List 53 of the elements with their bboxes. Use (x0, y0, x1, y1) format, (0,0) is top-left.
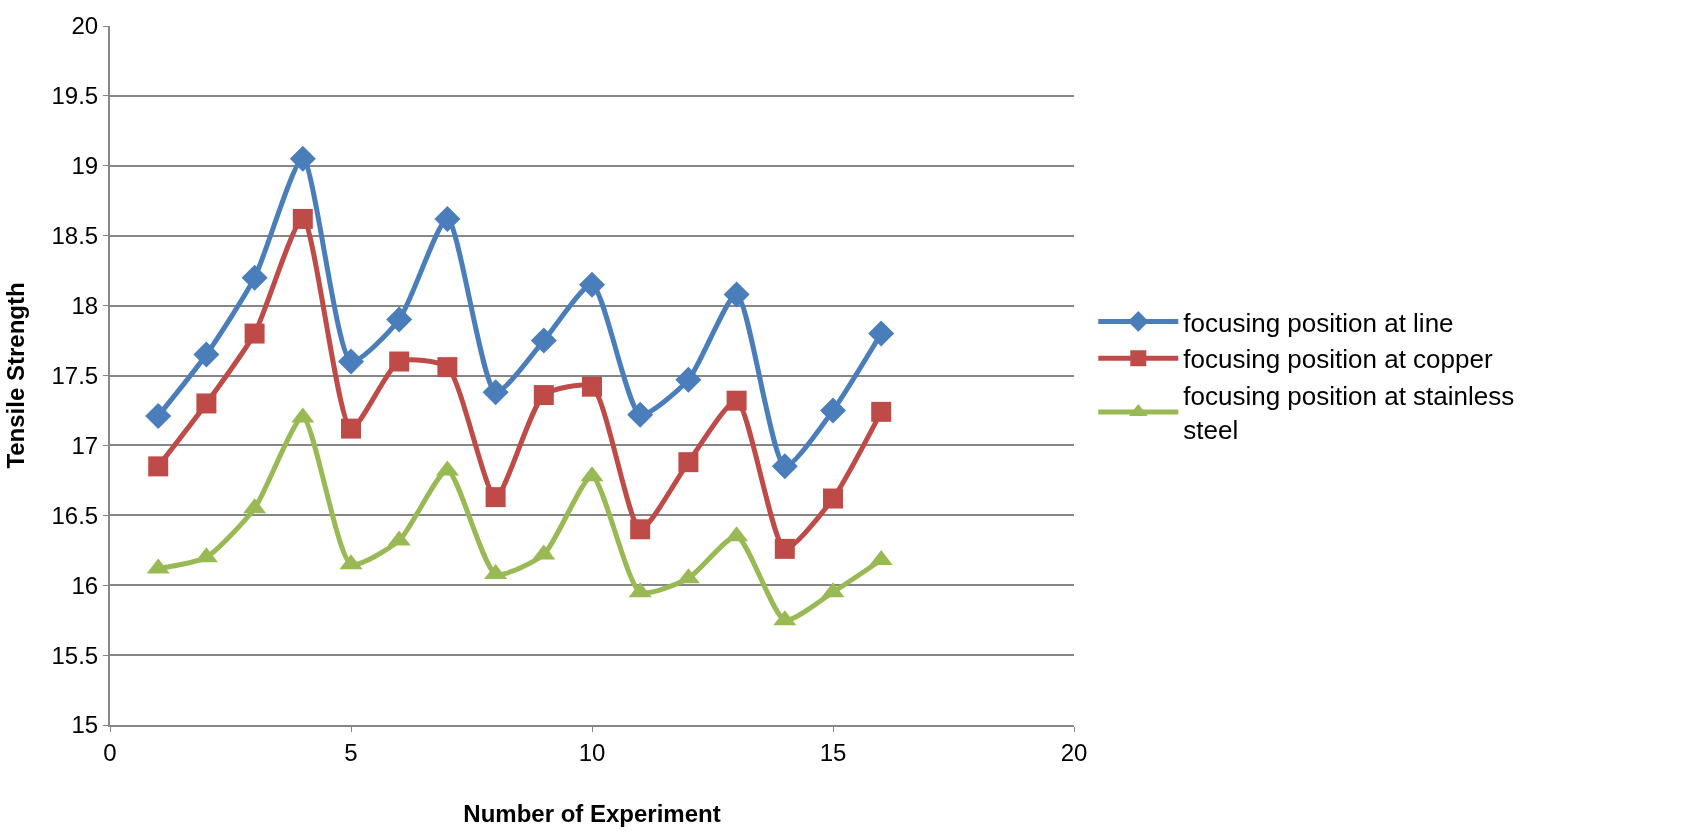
y-axis-title: Tensile Strength (2, 282, 30, 469)
point (823, 488, 843, 509)
x-tick-label: 10 (578, 738, 606, 766)
point (289, 145, 316, 172)
point (241, 264, 268, 291)
point (871, 401, 892, 422)
point (341, 418, 361, 439)
point (678, 452, 699, 473)
point (533, 385, 554, 406)
point (485, 487, 506, 508)
point (148, 456, 169, 477)
x-tick-label: 15 (819, 738, 847, 766)
legend-label: focusing position at stainless steel (1183, 381, 1515, 445)
point (434, 205, 461, 232)
point (338, 348, 364, 375)
point (292, 208, 313, 229)
point (386, 306, 413, 333)
y-tick-label: 17.5 (51, 361, 99, 389)
x-tick-label: 5 (344, 738, 358, 766)
y-tick-label: 16 (71, 571, 99, 599)
point (389, 351, 410, 372)
x-tick-label: 20 (1060, 738, 1088, 766)
point (482, 379, 509, 406)
point (530, 327, 557, 354)
y-tick-label: 17 (71, 431, 99, 459)
point (726, 390, 747, 411)
point (723, 281, 750, 308)
point (437, 357, 458, 378)
legend-label: focusing position at line (1183, 307, 1454, 338)
y-tick-label: 18 (71, 292, 99, 319)
point (627, 401, 654, 428)
y-tick-label: 16.5 (51, 501, 99, 529)
y-tick-label: 15 (71, 711, 99, 739)
y-tick-label: 18.5 (51, 222, 99, 250)
point (196, 393, 217, 414)
x-tick-label: 0 (103, 738, 117, 766)
y-tick-label: 19 (71, 152, 99, 180)
point (582, 376, 602, 397)
point (193, 341, 220, 368)
point (820, 397, 846, 424)
y-tick-label: 19.5 (51, 82, 99, 110)
point (630, 519, 651, 540)
point (579, 271, 605, 298)
point (771, 453, 798, 480)
x-axis-title: Number of Experiment (463, 799, 721, 827)
point (675, 366, 702, 393)
point (774, 538, 795, 559)
legend-label: focusing position at copper (1183, 344, 1493, 375)
point (868, 320, 895, 347)
point (145, 403, 172, 430)
y-tick-label: 20 (71, 12, 99, 40)
point (244, 323, 265, 344)
y-tick-label: 15.5 (51, 641, 99, 669)
